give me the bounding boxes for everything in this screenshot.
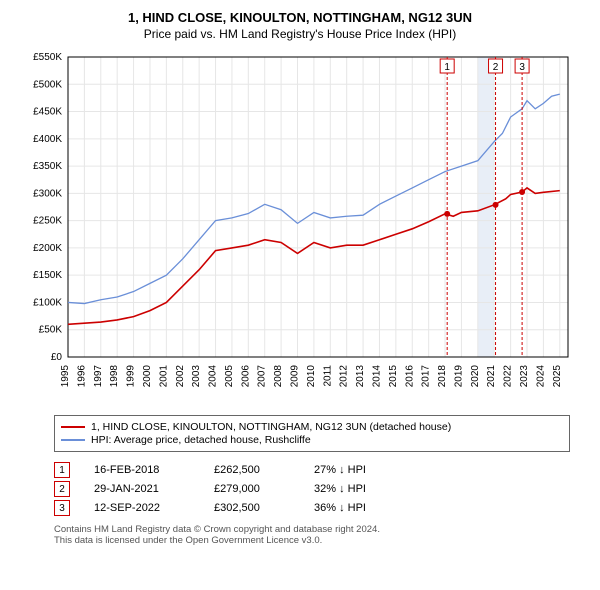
svg-text:3: 3 — [519, 62, 525, 73]
footer: Contains HM Land Registry data © Crown c… — [54, 524, 570, 546]
sale-date: 29-JAN-2021 — [94, 483, 214, 495]
svg-text:£150K: £150K — [33, 270, 62, 281]
legend-label-property: 1, HIND CLOSE, KINOULTON, NOTTINGHAM, NG… — [91, 421, 451, 433]
svg-text:2006: 2006 — [240, 365, 251, 388]
svg-text:2007: 2007 — [257, 365, 268, 388]
svg-text:2014: 2014 — [371, 365, 382, 388]
sale-diff: 36% ↓ HPI — [314, 502, 414, 514]
svg-text:£450K: £450K — [33, 107, 62, 118]
svg-text:2009: 2009 — [290, 365, 301, 388]
sale-diff: 32% ↓ HPI — [314, 483, 414, 495]
svg-text:2024: 2024 — [535, 365, 546, 388]
svg-text:£500K: £500K — [33, 79, 62, 90]
svg-text:2003: 2003 — [191, 365, 202, 388]
svg-text:2004: 2004 — [208, 365, 219, 388]
title-subtitle: Price paid vs. HM Land Registry's House … — [10, 27, 590, 41]
svg-text:1996: 1996 — [76, 365, 87, 388]
svg-text:2010: 2010 — [306, 365, 317, 388]
svg-text:2015: 2015 — [388, 365, 399, 388]
svg-text:£50K: £50K — [39, 325, 63, 336]
sale-diff: 27% ↓ HPI — [314, 464, 414, 476]
footer-licence: This data is licensed under the Open Gov… — [54, 535, 570, 546]
svg-text:2002: 2002 — [175, 365, 186, 388]
svg-text:2022: 2022 — [503, 365, 514, 388]
legend-swatch-hpi — [61, 439, 85, 441]
sale-marker: 1 — [54, 462, 70, 478]
svg-text:2019: 2019 — [453, 365, 464, 388]
footer-copyright: Contains HM Land Registry data © Crown c… — [54, 524, 570, 535]
svg-text:£100K: £100K — [33, 297, 62, 308]
svg-text:£200K: £200K — [33, 243, 62, 254]
sale-price: £279,000 — [214, 483, 314, 495]
svg-text:1995: 1995 — [60, 365, 71, 388]
svg-text:2005: 2005 — [224, 365, 235, 388]
svg-text:2020: 2020 — [470, 365, 481, 388]
sale-row: 1 16-FEB-2018 £262,500 27% ↓ HPI — [54, 462, 570, 478]
sale-price: £302,500 — [214, 502, 314, 514]
svg-text:2000: 2000 — [142, 365, 153, 388]
title-address: 1, HIND CLOSE, KINOULTON, NOTTINGHAM, NG… — [10, 10, 590, 25]
svg-text:£0: £0 — [51, 352, 63, 363]
svg-text:2011: 2011 — [322, 365, 333, 387]
svg-text:1998: 1998 — [109, 365, 120, 388]
svg-text:2: 2 — [493, 62, 499, 73]
svg-text:2017: 2017 — [421, 365, 432, 388]
legend-row-hpi: HPI: Average price, detached house, Rush… — [61, 434, 563, 446]
sale-row: 2 29-JAN-2021 £279,000 32% ↓ HPI — [54, 481, 570, 497]
sale-date: 16-FEB-2018 — [94, 464, 214, 476]
svg-text:£400K: £400K — [33, 134, 62, 145]
sales-table: 1 16-FEB-2018 £262,500 27% ↓ HPI 2 29-JA… — [54, 462, 570, 516]
svg-text:1999: 1999 — [126, 365, 137, 388]
chart-svg: £0 £50K £100K £150K £200K £250K £300K £350K £400… — [20, 47, 580, 407]
legend-label-hpi: HPI: Average price, detached house, Rush… — [91, 434, 311, 446]
legend-row-property: 1, HIND CLOSE, KINOULTON, NOTTINGHAM, NG… — [61, 421, 563, 433]
sale-marker: 3 — [54, 500, 70, 516]
svg-text:2025: 2025 — [552, 365, 563, 388]
price-chart: £0 £50K £100K £150K £200K £250K £300K £350K £400… — [20, 47, 580, 407]
svg-text:2016: 2016 — [404, 365, 415, 388]
svg-text:2013: 2013 — [355, 365, 366, 388]
sale-date: 12-SEP-2022 — [94, 502, 214, 514]
sale-marker: 2 — [54, 481, 70, 497]
legend: 1, HIND CLOSE, KINOULTON, NOTTINGHAM, NG… — [54, 415, 570, 452]
svg-text:£550K: £550K — [33, 52, 62, 63]
sale-price: £262,500 — [214, 464, 314, 476]
title-block: 1, HIND CLOSE, KINOULTON, NOTTINGHAM, NG… — [10, 10, 590, 41]
sale-row: 3 12-SEP-2022 £302,500 36% ↓ HPI — [54, 500, 570, 516]
svg-text:£250K: £250K — [33, 216, 62, 227]
svg-text:2023: 2023 — [519, 365, 530, 388]
svg-text:2008: 2008 — [273, 365, 284, 388]
legend-swatch-property — [61, 426, 85, 428]
svg-text:2018: 2018 — [437, 365, 448, 388]
svg-text:2001: 2001 — [158, 365, 169, 388]
svg-text:1: 1 — [444, 62, 450, 73]
svg-text:2021: 2021 — [486, 365, 497, 388]
svg-text:£350K: £350K — [33, 161, 62, 172]
svg-text:2012: 2012 — [339, 365, 350, 388]
svg-text:£300K: £300K — [33, 188, 62, 199]
svg-text:1997: 1997 — [93, 365, 104, 388]
